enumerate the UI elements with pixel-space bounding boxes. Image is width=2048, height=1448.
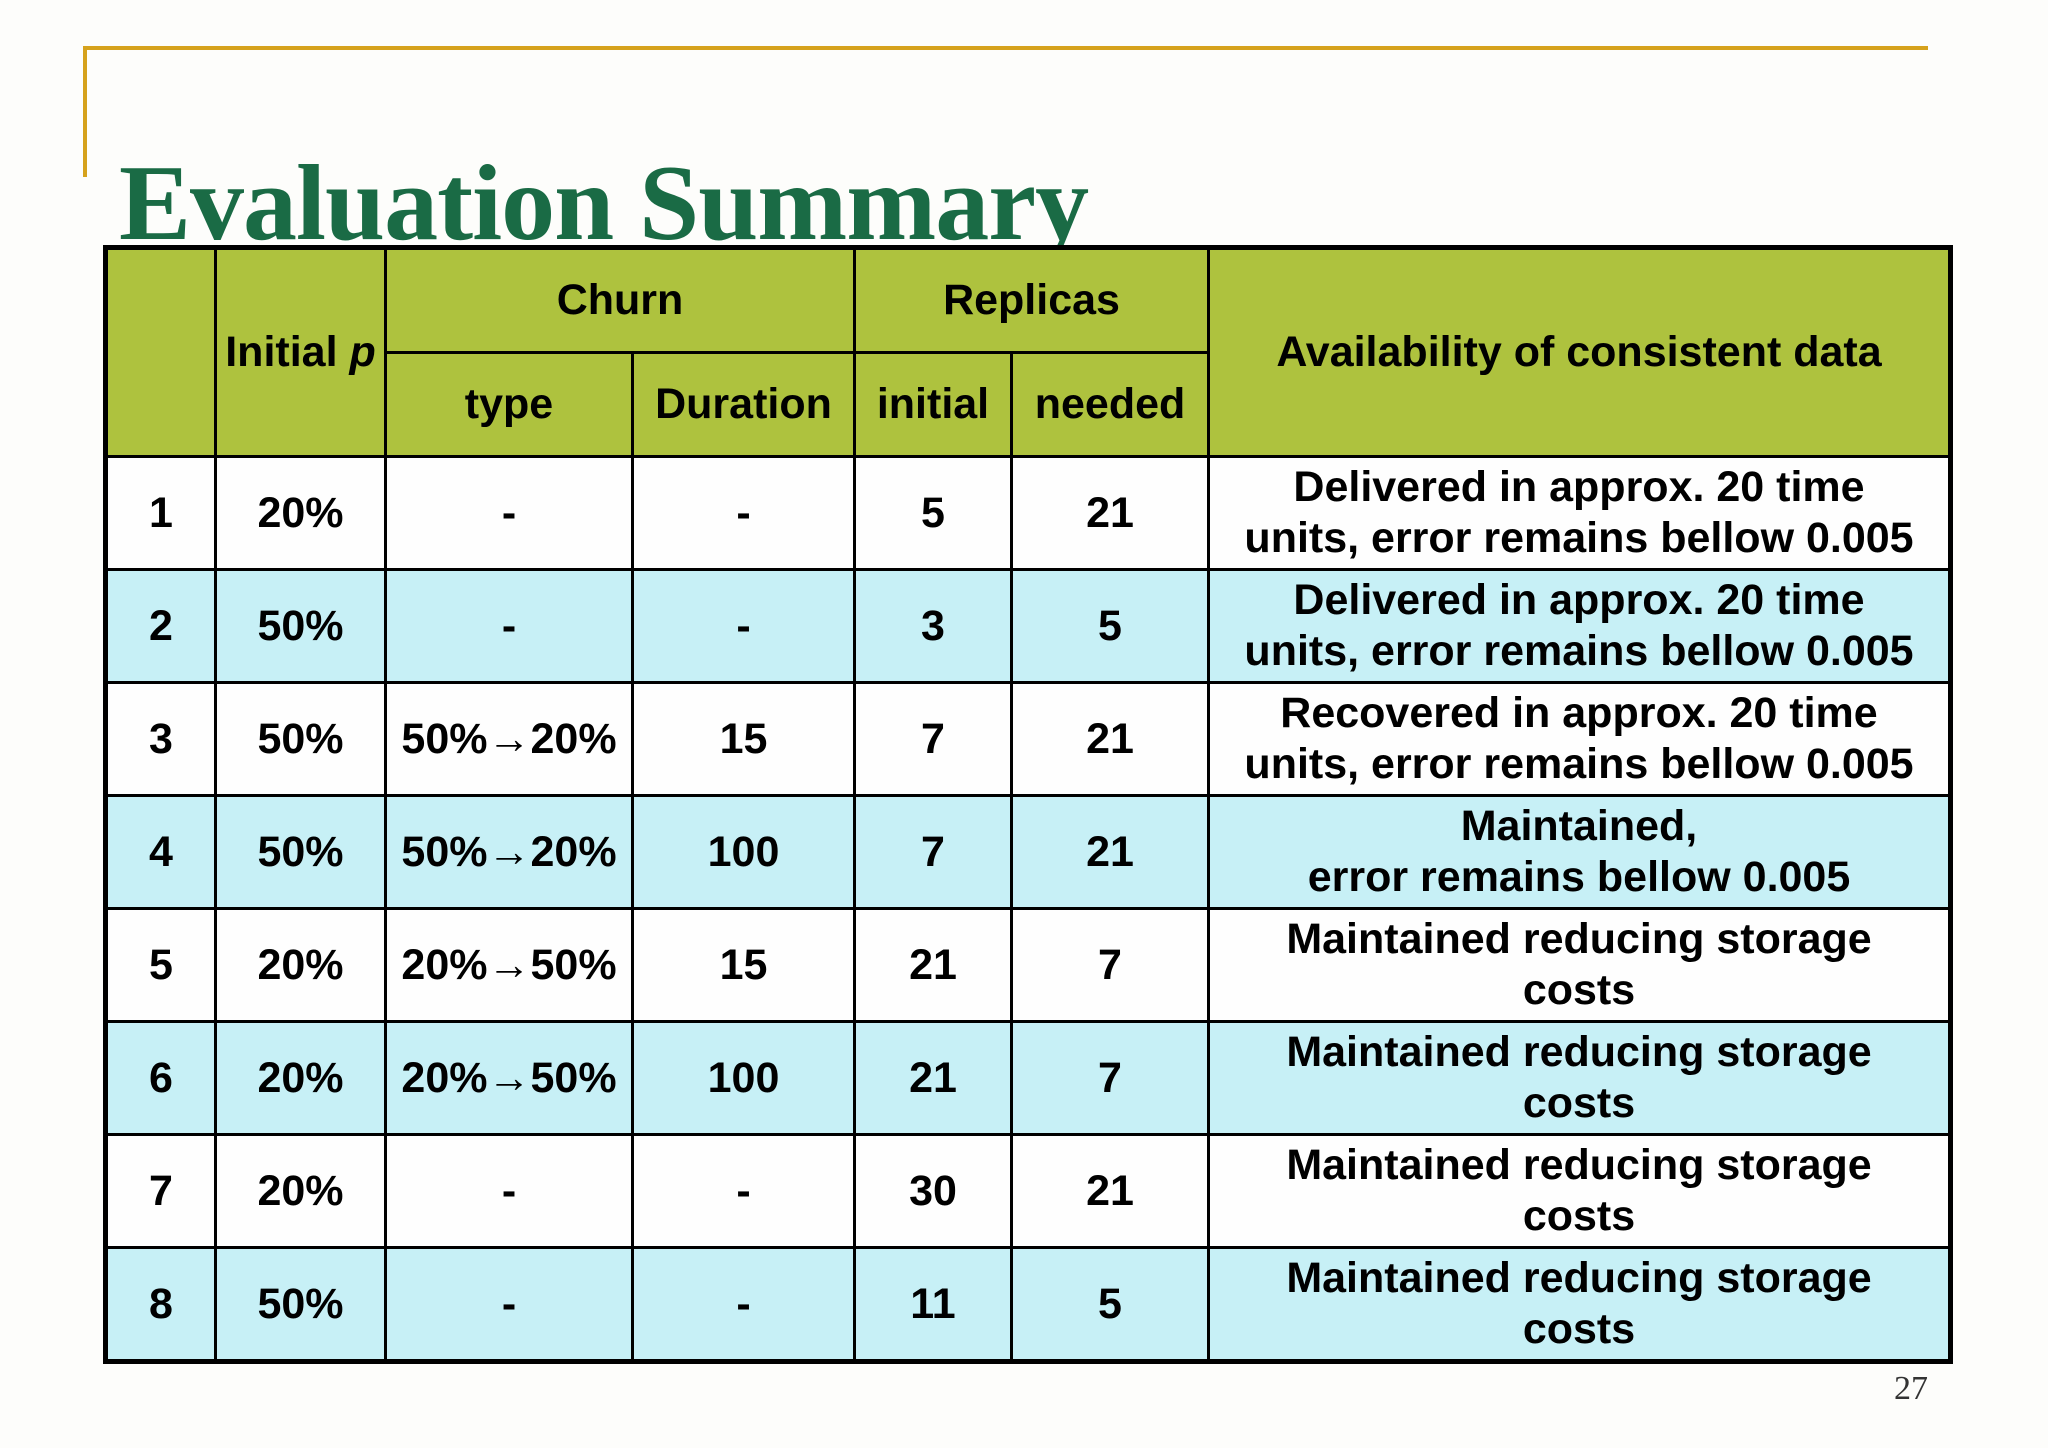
header-churn-duration: Duration [631,351,856,458]
cell-row2-availability: Delivered in approx. 20 time units, erro… [1207,568,1952,684]
cell-row6-replicas-initial: 21 [853,1020,1013,1136]
cell-row5-num: 5 [104,907,217,1023]
cell-row4-churn-type: 50%→20% [384,794,634,910]
cell-row2-num: 2 [104,568,217,684]
cell-row6-churn-type: 20%→50% [384,1020,634,1136]
table-row-7: 7 20% - - 30 21 Maintained reducing stor… [104,1133,1952,1249]
cell-row4-churn-duration: 100 [631,794,856,910]
cell-row5-availability: Maintained reducing storage costs [1207,907,1952,1023]
header-initial-p-label: Initial [225,328,338,376]
cell-row1-replicas-needed: 21 [1010,455,1210,571]
evaluation-table: Initial p Churn Replicas Availability of… [103,245,1953,1364]
cell-row7-initial-p: 20% [214,1133,387,1249]
cell-row6-availability: Maintained reducing storage costs [1207,1020,1952,1136]
cell-row8-churn-type: - [384,1246,634,1363]
cell-row2-replicas-initial: 3 [853,568,1013,684]
table-row-5: 5 20% 20%→50% 15 21 7 Maintained reducin… [104,907,1952,1023]
cell-row1-churn-duration: - [631,455,856,571]
cell-row8-num: 8 [104,1246,217,1363]
cell-row6-churn-duration: 100 [631,1020,856,1136]
header-initial-p: Initial p [214,246,387,458]
cell-row7-churn-duration: - [631,1133,856,1249]
header-churn-type: type [384,351,634,458]
cell-row7-replicas-needed: 21 [1010,1133,1210,1249]
slide-title: Evaluation Summary [119,144,1089,264]
cell-row8-availability: Maintained reducing storage costs [1207,1246,1952,1363]
header-initial-p-symbol: p [349,328,376,376]
cell-row8-initial-p: 50% [214,1246,387,1363]
header-replicas-initial: initial [853,351,1013,458]
cell-row3-initial-p: 50% [214,681,387,797]
header-replicas: Replicas [853,246,1210,354]
cell-row4-replicas-initial: 7 [853,794,1013,910]
cell-row4-initial-p: 50% [214,794,387,910]
gold-accent-horizontal-rule [83,46,1928,50]
cell-row3-availability: Recovered in approx. 20 time units, erro… [1207,681,1952,797]
cell-row5-churn-duration: 15 [631,907,856,1023]
cell-row6-replicas-needed: 7 [1010,1020,1210,1136]
cell-row2-churn-type: - [384,568,634,684]
header-row-top: Initial p Churn Replicas Availability of… [104,246,1952,458]
gold-accent-vertical-rule [83,46,87,177]
cell-row5-churn-type: 20%→50% [384,907,634,1023]
table-row-8: 8 50% - - 11 5 Maintained reducing stora… [104,1246,1952,1363]
cell-row3-replicas-needed: 21 [1010,681,1210,797]
table-row-1: 1 20% - - 5 21 Delivered in approx. 20 t… [104,455,1952,571]
cell-row4-num: 4 [104,794,217,910]
cell-row7-num: 7 [104,1133,217,1249]
header-replicas-needed: needed [1010,351,1210,458]
page-number: 27 [1894,1370,1928,1407]
cell-row3-churn-type: 50%→20% [384,681,634,797]
header-row-bottom: type Duration initial needed [106,351,1951,458]
cell-row3-num: 3 [104,681,217,797]
cell-row1-availability: Delivered in approx. 20 time units, erro… [1207,455,1952,571]
header-row-number [104,246,217,458]
cell-row7-availability: Maintained reducing storage costs [1207,1133,1952,1249]
cell-row2-replicas-needed: 5 [1010,568,1210,684]
table-row-6: 6 20% 20%→50% 100 21 7 Maintained reduci… [104,1020,1952,1136]
cell-row4-availability: Maintained, error remains bellow 0.005 [1207,794,1952,910]
table-row-4: 4 50% 50%→20% 100 7 21 Maintained, error… [104,794,1952,910]
cell-row6-initial-p: 20% [214,1020,387,1136]
cell-row5-replicas-initial: 21 [853,907,1013,1023]
header-churn: Churn [384,246,856,354]
cell-row7-replicas-initial: 30 [853,1133,1013,1249]
cell-row8-churn-duration: - [631,1246,856,1363]
cell-row2-initial-p: 50% [214,568,387,684]
cell-row4-replicas-needed: 21 [1010,794,1210,910]
cell-row6-num: 6 [104,1020,217,1136]
cell-row2-churn-duration: - [631,568,856,684]
cell-row3-churn-duration: 15 [631,681,856,797]
header-availability: Availability of consistent data [1207,246,1952,458]
cell-row8-replicas-initial: 11 [853,1246,1013,1363]
cell-row8-replicas-needed: 5 [1010,1246,1210,1363]
cell-row1-replicas-initial: 5 [853,455,1013,571]
cell-row5-initial-p: 20% [214,907,387,1023]
cell-row5-replicas-needed: 7 [1010,907,1210,1023]
cell-row7-churn-type: - [384,1133,634,1249]
cell-row3-replicas-initial: 7 [853,681,1013,797]
cell-row1-num: 1 [104,455,217,571]
cell-row1-churn-type: - [384,455,634,571]
table-row-2: 2 50% - - 3 5 Delivered in approx. 20 ti… [104,568,1952,684]
cell-row1-initial-p: 20% [214,455,387,571]
table-row-3: 3 50% 50%→20% 15 7 21 Recovered in appro… [104,681,1952,797]
